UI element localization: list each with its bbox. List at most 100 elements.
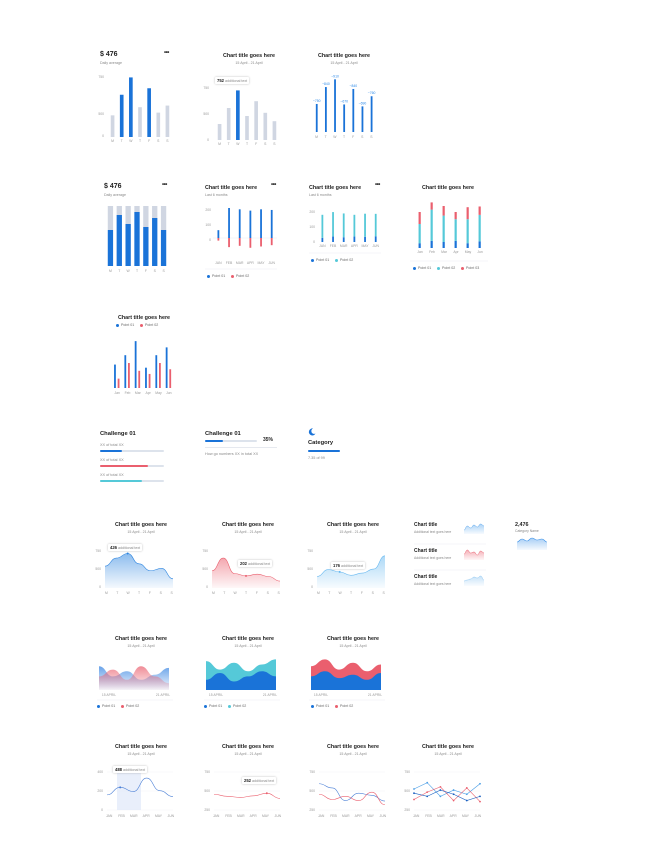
y-tick-label: 500: [95, 567, 101, 571]
x-tick-label: 21 APRIL: [263, 693, 277, 697]
x-tick-label: MAY: [361, 244, 369, 248]
y-tick-label: 750: [203, 86, 209, 90]
x-tick-label: F: [145, 269, 147, 273]
x-tick-label: W: [339, 591, 343, 595]
x-tick-label: JUN: [275, 814, 282, 818]
kpi-label: Category Name: [515, 529, 539, 533]
x-tick-label: MAY: [257, 261, 265, 265]
s3-title: Chart title: [414, 574, 438, 580]
p3-title: Category: [308, 440, 334, 446]
bar-segment: [364, 236, 366, 242]
y-tick-label: 0: [311, 585, 313, 589]
x-tick-label: T: [121, 139, 123, 143]
p1-row1-fill: [100, 450, 122, 452]
bar-segment: [152, 206, 158, 218]
kpi-sparkline-line: [516, 537, 548, 543]
x-tick-label: W: [333, 135, 337, 139]
y-tick-label: 750: [309, 770, 315, 774]
l4-title: Chart title goes here: [421, 744, 475, 750]
m2-legend-point2: Point 02: [228, 704, 246, 708]
bar-segment: [418, 224, 421, 244]
c4-subtitle: Daily average: [104, 193, 126, 197]
series-line: [413, 786, 481, 802]
data-label: ~760: [368, 91, 376, 95]
more-icon[interactable]: •••: [162, 182, 167, 188]
x-tick-label: T: [138, 591, 140, 595]
sparkline-line: [463, 575, 485, 582]
x-tick-label: S: [273, 142, 276, 146]
l3-title: Chart title goes here: [326, 744, 380, 750]
more-icon[interactable]: •••: [164, 50, 169, 56]
x-tick-label: Apr: [146, 391, 152, 395]
x-tick-label: FEB: [226, 261, 233, 265]
point-marker: [413, 788, 415, 790]
x-tick-label: JAN: [318, 814, 325, 818]
sparklines: [414, 523, 486, 586]
p3-fill: [308, 450, 340, 452]
moon-icon: [308, 428, 316, 436]
point-marker: [265, 792, 268, 795]
bar-segment: [160, 206, 167, 230]
bar-segment: [466, 219, 469, 244]
y-tick-label: 0: [102, 134, 104, 138]
y-tick-label: 500: [203, 112, 209, 116]
y-tick-label: 750: [307, 549, 313, 553]
bar-segment: [116, 215, 122, 266]
kpi-sparkline-fill: [517, 538, 547, 550]
series-line: [413, 782, 481, 797]
x-tick-label: 15 APRIL: [102, 693, 116, 697]
bar: [236, 90, 240, 140]
sparkline-fill: [464, 576, 484, 586]
c2-tooltip-value: 752: [217, 78, 224, 83]
y-tick-label: 250: [309, 808, 315, 812]
y-tick-label: 500: [307, 567, 313, 571]
bar-segment: [430, 202, 433, 210]
c2-title: Chart title goes here: [222, 53, 276, 59]
c5-legend-point2: Point 02: [231, 274, 249, 278]
card-c5: Chart title goes here Last 6 months ••• …: [205, 182, 293, 278]
bar: [119, 94, 124, 137]
y-tick-label: 750: [95, 549, 101, 553]
bar-segment: [418, 243, 421, 248]
data-label: ~690: [359, 101, 367, 105]
x-tick-label: T: [328, 591, 330, 595]
x-tick-label: MAY: [155, 814, 163, 818]
y-tick-label: 0: [313, 240, 315, 244]
c7-legend-point2: Point 02: [437, 266, 455, 270]
bar-segment: [454, 240, 457, 248]
card-m3: Chart title goes here 15 April - 21 Apri…: [309, 634, 397, 730]
bar: [254, 101, 258, 140]
x-tick-label: S: [166, 139, 169, 143]
x-tick-label: 15 APRIL: [209, 693, 223, 697]
area-fill: [317, 555, 385, 588]
chart-a1: 750 500 0M T W T F S S: [95, 549, 174, 595]
area-series: [206, 671, 276, 690]
l1-title: Chart title goes here: [114, 744, 168, 750]
bar-segment: [478, 206, 481, 215]
chart-c5: 0 100 200 JAN FEB MAR APR MAY JUN: [205, 208, 277, 270]
bar: [138, 107, 142, 137]
point-marker: [338, 570, 341, 573]
bar: [134, 341, 137, 388]
x-tick-label: Jan: [114, 391, 120, 395]
x-tick-label: MAY: [367, 814, 375, 818]
bar-segment: [152, 218, 158, 266]
c3-title: Chart title goes here: [317, 53, 371, 59]
bar: [245, 116, 249, 140]
c7-legend-point1: Point 01: [413, 266, 431, 270]
more-icon[interactable]: •••: [375, 182, 380, 188]
area-line: [104, 553, 174, 580]
p1-row2-track: [100, 465, 164, 467]
c7-legend-point3: Point 03: [461, 266, 479, 270]
chart-c6: 0 100 200 JAN FEB MAR APR MAY JUN: [309, 210, 381, 254]
x-tick-label: F: [255, 142, 257, 146]
bar-segment: [342, 213, 345, 238]
card-sparklines: Chart title Additional text goes here Ch…: [414, 520, 488, 616]
point-marker: [452, 793, 455, 796]
x-tick-label: S: [267, 591, 270, 595]
x-tick-label: F: [256, 591, 258, 595]
card-a3: Chart title goes here 15 April - 21 Apri…: [307, 520, 397, 616]
point-marker: [479, 782, 481, 785]
l2-subtitle: 15 April - 21 April: [234, 752, 262, 756]
more-icon[interactable]: •••: [271, 182, 276, 188]
